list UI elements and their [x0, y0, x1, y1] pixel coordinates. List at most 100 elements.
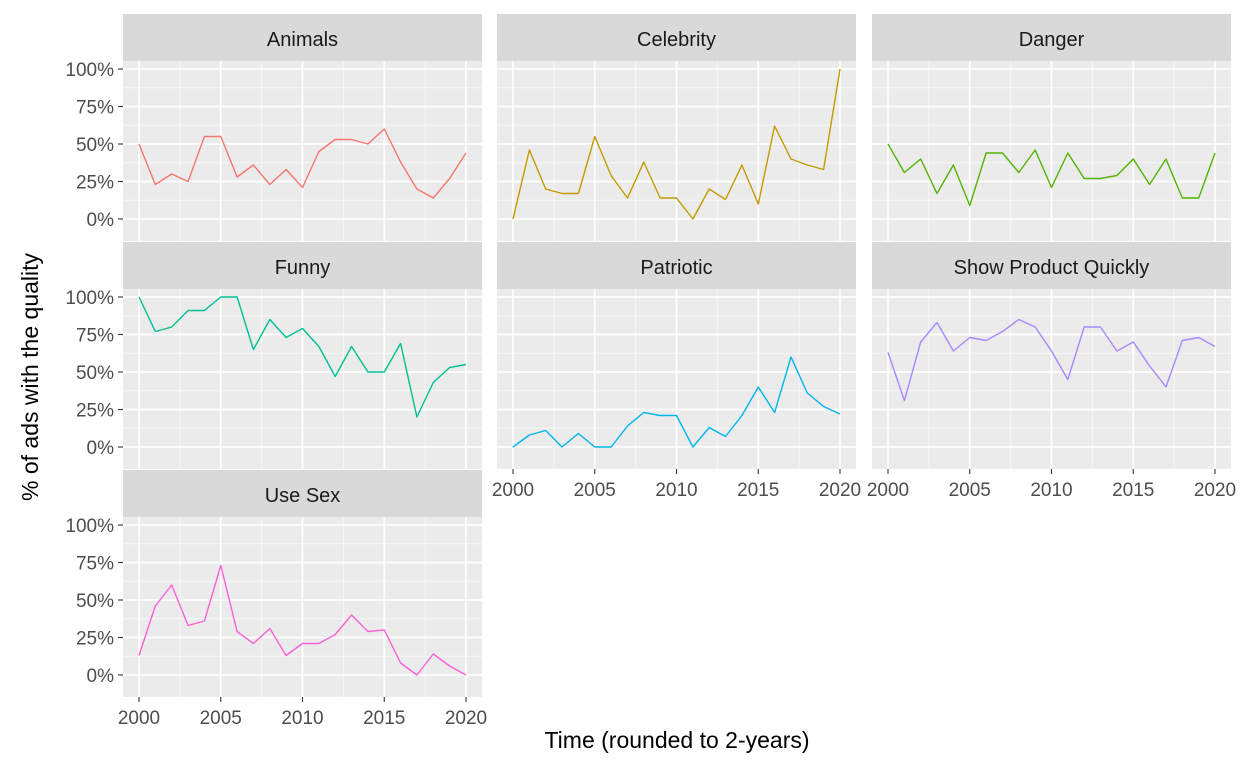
data-point — [1181, 197, 1183, 199]
data-point — [334, 139, 336, 141]
x-tick-label: 2015 — [737, 480, 779, 501]
data-point — [903, 172, 905, 174]
data-point — [220, 296, 222, 298]
data-point — [1165, 158, 1167, 160]
data-point — [465, 364, 467, 366]
data-point — [1198, 337, 1200, 339]
data-point — [269, 319, 271, 321]
data-point — [367, 371, 369, 373]
strip-label-danger: Danger — [1019, 29, 1085, 51]
data-point — [1214, 152, 1216, 154]
data-point — [774, 412, 776, 414]
data-point — [545, 188, 547, 190]
data-point — [269, 628, 271, 630]
data-point — [594, 446, 596, 448]
strip-label-celebrity: Celebrity — [637, 29, 716, 51]
strip-celebrity — [497, 14, 856, 61]
data-point — [806, 392, 808, 394]
data-point — [920, 341, 922, 343]
data-point — [790, 158, 792, 160]
data-point — [692, 446, 694, 448]
data-point — [610, 446, 612, 448]
data-point — [774, 125, 776, 127]
data-point — [708, 427, 710, 429]
data-point — [367, 631, 369, 633]
data-point — [400, 161, 402, 163]
y-tick-label: 0% — [87, 438, 115, 459]
data-point — [236, 176, 238, 178]
data-point — [187, 181, 189, 183]
data-point — [643, 161, 645, 163]
facet-panels: Animals 0% 25% 50% 75% 100% Celebrity Danger Fun… — [65, 14, 1236, 729]
data-point — [545, 430, 547, 432]
data-point — [187, 310, 189, 312]
data-point — [676, 197, 678, 199]
y-tick-label: 75% — [76, 554, 114, 575]
panel-patriotic: Patriotic 2000 2005 2010 2015 2020 — [492, 242, 861, 501]
data-point — [154, 184, 156, 186]
data-point — [171, 584, 173, 586]
data-point — [1181, 340, 1183, 342]
y-tick-label: 0% — [87, 666, 115, 687]
data-point — [903, 400, 905, 402]
strip-funny — [123, 242, 482, 289]
data-point — [138, 296, 140, 298]
data-point — [643, 412, 645, 414]
data-point — [610, 175, 612, 177]
data-point — [1149, 365, 1151, 367]
data-point — [318, 643, 320, 645]
data-point — [416, 674, 418, 676]
data-point — [920, 158, 922, 160]
data-point — [757, 386, 759, 388]
data-point — [1083, 326, 1085, 328]
y-tick-label: 75% — [76, 98, 114, 119]
y-tick-label: 25% — [76, 629, 114, 650]
series-line-animals — [138, 128, 467, 199]
data-point — [839, 68, 841, 70]
series-line-celebrity — [512, 68, 841, 220]
data-point — [252, 349, 254, 351]
data-point — [1067, 152, 1069, 154]
data-point — [203, 136, 205, 138]
data-point — [692, 218, 694, 220]
data-point — [1116, 175, 1118, 177]
data-point — [236, 631, 238, 633]
series-line-danger — [887, 143, 1216, 207]
data-point — [203, 310, 205, 312]
data-point — [1116, 350, 1118, 352]
data-point — [806, 164, 808, 166]
data-point — [1149, 184, 1151, 186]
y-tick-label: 25% — [76, 173, 114, 194]
data-point — [528, 149, 530, 151]
data-point — [1083, 178, 1085, 180]
data-point — [351, 614, 353, 616]
data-point — [725, 199, 727, 201]
data-point — [1034, 149, 1036, 151]
data-point — [741, 164, 743, 166]
data-point — [416, 188, 418, 190]
data-point — [1214, 346, 1216, 348]
data-point — [985, 152, 987, 154]
x-axis-title: Time (rounded to 2-years) — [544, 727, 809, 753]
panel-animals: Animals 0% 25% 50% 75% 100% — [65, 14, 482, 241]
y-tick-label: 50% — [76, 591, 114, 612]
data-point — [1100, 326, 1102, 328]
data-point — [708, 188, 710, 190]
data-point — [400, 343, 402, 345]
strip-label-show-product-quickly: Show Product Quickly — [954, 257, 1150, 279]
strip-label-use-sex: Use Sex — [265, 485, 341, 507]
data-point — [839, 413, 841, 415]
data-point — [577, 433, 579, 435]
data-point — [561, 446, 563, 448]
data-point — [269, 184, 271, 186]
data-point — [969, 205, 971, 207]
data-point — [252, 164, 254, 166]
y-tick-label: 50% — [76, 135, 114, 156]
data-point — [1132, 158, 1134, 160]
data-point — [449, 178, 451, 180]
data-point — [334, 634, 336, 636]
data-point — [1018, 172, 1020, 174]
data-point — [449, 665, 451, 667]
y-tick-label: 75% — [76, 326, 114, 347]
data-point — [302, 328, 304, 330]
